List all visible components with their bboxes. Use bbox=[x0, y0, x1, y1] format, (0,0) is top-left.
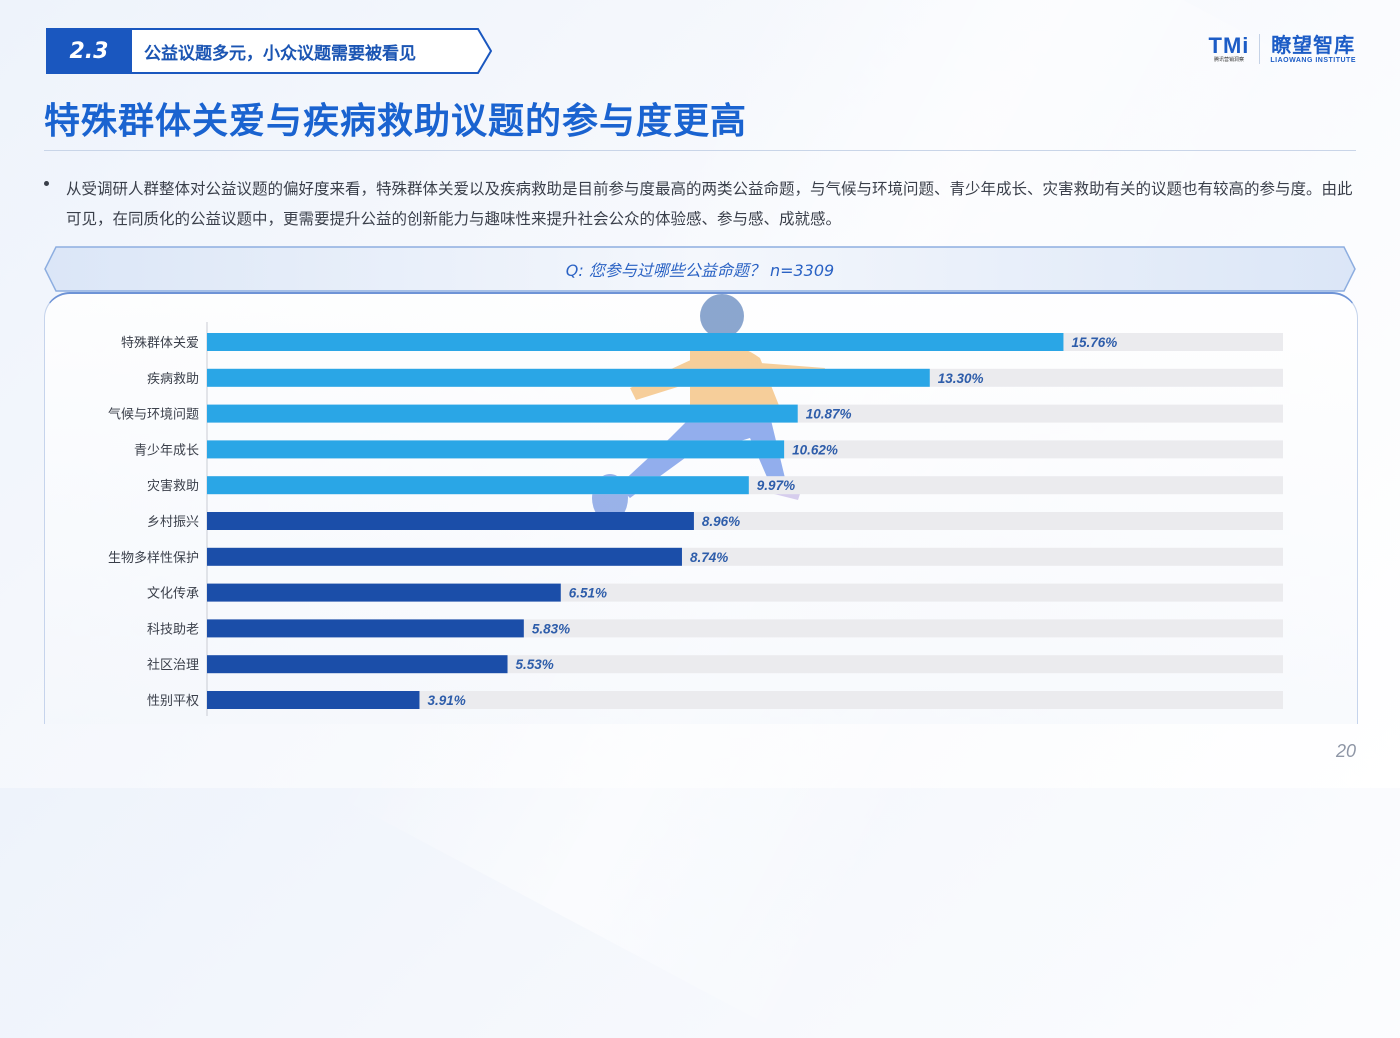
value-label: 9.97% bbox=[757, 478, 795, 493]
bullet-dot bbox=[44, 181, 49, 186]
value-label: 13.30% bbox=[938, 371, 984, 386]
survey-question: Q: 您参与过哪些公益命题？ n=3309 bbox=[565, 261, 835, 280]
value-label: 8.74% bbox=[690, 550, 728, 565]
category-label: 灾害救助 bbox=[147, 478, 199, 494]
category-label: 气候与环境问题 bbox=[108, 407, 199, 423]
bar bbox=[207, 655, 508, 674]
category-label: 性别平权 bbox=[147, 693, 199, 709]
category-label: 社区治理 bbox=[147, 657, 199, 673]
bar-chart: 特殊群体关爱 15.76% 疾病救助 13.30% 气候与环境问题 10.87% 青少年成长… bbox=[108, 322, 1283, 716]
title-divider bbox=[44, 150, 1356, 151]
liaowang-logo: 瞭望智库 LIAOWANG INSTITUTE bbox=[1270, 34, 1356, 65]
question-banner: Q: 您参与过哪些公益命题？ n=3309 bbox=[44, 246, 1356, 292]
bar bbox=[207, 583, 561, 602]
value-label: 10.87% bbox=[806, 407, 852, 422]
brand-logos: TMi 腾讯营销洞察 瞭望智库 LIAOWANG INSTITUTE bbox=[1209, 32, 1357, 66]
tmi-logo-mark: TMi bbox=[1208, 32, 1250, 58]
category-label: 乡村振兴 bbox=[147, 515, 199, 530]
category-label: 特殊群体关爱 bbox=[121, 336, 199, 351]
bar bbox=[207, 512, 694, 530]
category-label: 青少年成长 bbox=[134, 443, 199, 458]
bar bbox=[207, 404, 798, 423]
value-label: 10.62% bbox=[792, 442, 838, 457]
liaowang-logo-cn: 瞭望智库 bbox=[1271, 32, 1356, 57]
value-label: 8.96% bbox=[702, 514, 740, 529]
summary-text: 从受调研人群整体对公益议题的偏好度来看，特殊群体关爱以及疾病救助是目前参与度最高… bbox=[66, 180, 1353, 228]
runner-head bbox=[700, 294, 744, 338]
page-title: 特殊群体关爱与疾病救助议题的参与度更高 bbox=[44, 101, 748, 142]
value-label: 6.51% bbox=[569, 586, 607, 601]
value-label: 3.91% bbox=[427, 693, 465, 708]
value-label: 15.76% bbox=[1071, 335, 1117, 350]
category-label: 文化传承 bbox=[147, 587, 199, 602]
liaowang-logo-en: LIAOWANG INSTITUTE bbox=[1270, 56, 1356, 64]
tmi-logo-subtitle: 腾讯营销洞察 bbox=[1213, 56, 1244, 63]
bar bbox=[207, 333, 1064, 351]
section-title: 公益议题多元，小众议题需要被看见 bbox=[144, 43, 416, 64]
logo-divider bbox=[1259, 34, 1261, 64]
bar bbox=[207, 619, 524, 638]
bar bbox=[207, 547, 682, 566]
runner-legs bbox=[618, 416, 785, 498]
runner-illustration bbox=[592, 294, 825, 522]
bar-track bbox=[207, 691, 1283, 709]
tmi-logo: TMi 腾讯营销洞察 bbox=[1208, 32, 1250, 64]
section-tag-shape bbox=[46, 28, 492, 74]
bar bbox=[207, 440, 785, 459]
bar bbox=[207, 476, 749, 495]
section-tag: 2.3 公益议题多元，小众议题需要被看见 bbox=[46, 28, 492, 74]
question-banner-shape bbox=[44, 246, 1356, 292]
value-label: 5.53% bbox=[516, 657, 554, 672]
value-label: 5.83% bbox=[532, 621, 570, 636]
section-number: 2.3 bbox=[69, 38, 109, 64]
bar bbox=[207, 691, 420, 709]
category-label: 疾病救助 bbox=[147, 371, 199, 387]
page-number: 20 bbox=[1335, 741, 1356, 761]
category-label: 科技助老 bbox=[147, 622, 199, 637]
category-label: 生物多样性保护 bbox=[108, 550, 199, 566]
bar bbox=[207, 368, 930, 387]
